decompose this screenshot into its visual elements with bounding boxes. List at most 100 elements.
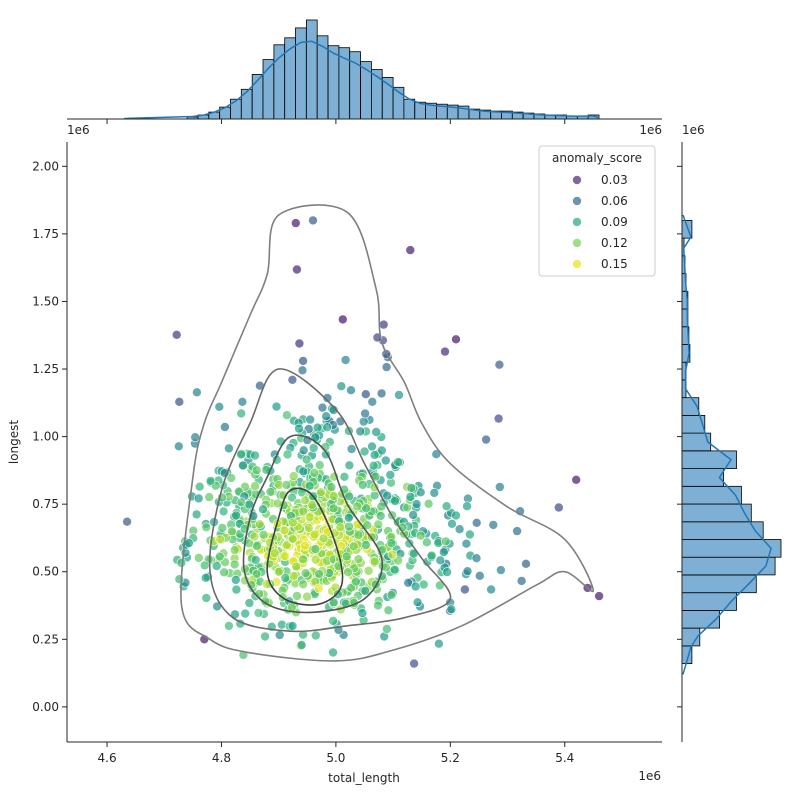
scatter-point [224, 443, 234, 454]
scatter-point [412, 597, 423, 608]
scatter-point [273, 566, 284, 577]
scatter-point [376, 445, 387, 456]
scatter-point [328, 503, 339, 514]
scatter-point [594, 591, 604, 601]
scatter-point [378, 319, 389, 330]
scatter-point [341, 551, 352, 562]
scatter-point [328, 597, 339, 608]
y-tick-label: 1.25 [32, 362, 59, 376]
top-histogram-bar [360, 61, 372, 120]
scatter-point [494, 482, 505, 492]
scatter-point [296, 640, 307, 650]
kde-contour-line [180, 204, 595, 662]
scatter-point [418, 579, 429, 590]
scatter-point [219, 567, 229, 578]
scatter-point [423, 498, 434, 509]
scatter-point [393, 457, 403, 467]
scatter-point [205, 476, 216, 486]
y-tick-label: 0.00 [32, 700, 59, 714]
right-histogram-bar [681, 485, 742, 505]
top-histogram-bar [273, 44, 286, 120]
scatter-point [322, 422, 333, 433]
scatter-point [415, 530, 426, 541]
top-marginal-offset-left: 1e6 [67, 123, 90, 137]
scatter-point [313, 583, 324, 594]
scatter-point [279, 525, 290, 536]
scatter-point [328, 405, 339, 415]
x-tick-label: 5.2 [441, 751, 460, 765]
scatter-point [353, 554, 364, 565]
scatter-point [493, 413, 504, 424]
scatter-point [316, 487, 326, 498]
scatter-point [253, 608, 264, 618]
scatter-point [298, 554, 308, 565]
scatter-point [376, 388, 387, 399]
scatter-point [362, 520, 373, 531]
scatter-point [410, 581, 421, 592]
scatter-point [224, 621, 234, 631]
scatter-point [265, 487, 276, 497]
scatter-point [269, 548, 280, 559]
scatter-point [363, 565, 374, 576]
scatter-point [215, 551, 225, 562]
scatter-point [512, 526, 522, 536]
scatter-point [254, 519, 265, 530]
scatter-point [301, 454, 312, 465]
top-histogram-bar [305, 19, 318, 120]
scatter-point [442, 567, 452, 577]
scatter-point [351, 576, 361, 587]
scatter-point [343, 512, 354, 523]
scatter-point [488, 520, 499, 530]
scatter-point [465, 529, 475, 540]
scatter-point [204, 492, 214, 502]
right-histogram-bar [681, 574, 757, 594]
scatter-point [317, 402, 328, 413]
scatter-point [200, 572, 211, 583]
scatter-point [220, 422, 230, 432]
scatter-point [218, 506, 229, 517]
scatter-point [340, 355, 351, 365]
scatter-point [387, 549, 398, 560]
scatter-point [229, 545, 240, 555]
scatter-point [454, 524, 465, 535]
scatter-point [360, 389, 371, 400]
scatter-point [326, 482, 337, 492]
scatter-point [369, 556, 380, 567]
scatter-point [227, 526, 237, 537]
scatter-point [298, 506, 309, 517]
scatter-point [190, 432, 200, 443]
scatter-point [174, 441, 184, 452]
right-histogram-bar [681, 610, 720, 629]
scatter-point [440, 536, 451, 547]
scatter-point [310, 630, 321, 641]
scatter-point [440, 346, 450, 357]
scatter-point [371, 427, 382, 437]
top-marginal-offset-right: 1e6 [639, 123, 662, 137]
y-axis-label: longest [7, 420, 21, 465]
legend: anomaly_score 0.03 0.06 0.09 0.12 0.15 [538, 145, 656, 277]
scatter-point [277, 619, 287, 630]
scatter-point [238, 460, 248, 471]
scatter-point [288, 571, 299, 581]
legend-label: 0.12 [601, 236, 628, 250]
scatter-point [471, 517, 482, 528]
scatter-point [441, 501, 452, 512]
scatter-point [231, 575, 241, 585]
scatter-point [298, 356, 308, 366]
kde-contour-line [266, 487, 344, 606]
scatter-point [258, 504, 268, 515]
legend-label: 0.15 [601, 257, 628, 271]
scatter-point [294, 423, 304, 434]
scatter-point [122, 516, 132, 527]
scatter-point [382, 490, 393, 501]
scatter-point [460, 584, 470, 595]
scatter-point [344, 460, 355, 471]
x-offset-text: 1e6 [638, 769, 661, 783]
scatter-point [211, 561, 222, 571]
top-marginal-histogram: 1e6 1e6 [67, 19, 662, 137]
right-histogram-bar [681, 556, 776, 576]
scatter-point [380, 455, 391, 466]
scatter-point [336, 381, 347, 392]
scatter-point [292, 591, 302, 601]
